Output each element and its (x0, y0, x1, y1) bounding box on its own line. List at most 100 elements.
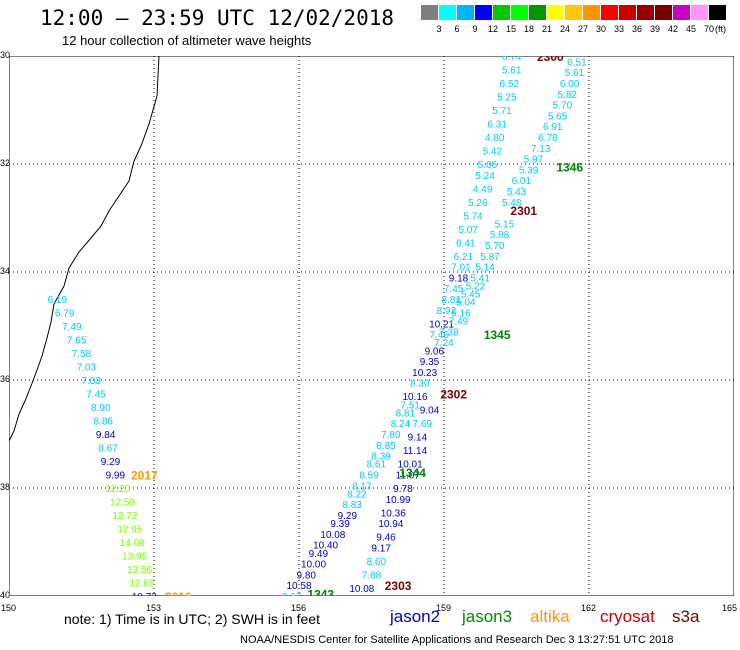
wave-height-value: 13.95 (122, 552, 147, 563)
wave-height-value: 10.23 (412, 368, 437, 379)
wave-height-value: 9.78 (393, 484, 413, 495)
wave-height-value: 6.78 (538, 133, 558, 144)
wave-height-value: 7.51 (400, 400, 420, 411)
wave-height-value: 5.48 (502, 198, 522, 209)
legend-label: 42 (667, 24, 678, 34)
map-subtitle: 12 hour collection of altimeter wave hei… (62, 33, 312, 48)
satellite-label-altika: altika (530, 607, 570, 626)
wave-height-value: 7.01 (451, 263, 471, 274)
legend-label: 30 (595, 24, 606, 34)
wave-height-value: 6.01 (512, 176, 532, 187)
wave-height-value: 8.85 (376, 441, 396, 452)
satellite-label-cryosat: cryosat (600, 607, 655, 626)
y-tick-label: 34 (0, 266, 11, 276)
pass-time-label: 1346 (556, 161, 583, 175)
pass-time-label: 2301 (510, 204, 537, 218)
wave-height-value: 8.67 (98, 444, 118, 455)
wave-height-value: 5.15 (495, 219, 515, 230)
wave-height-value: 5.88 (490, 230, 510, 241)
wave-height-value: 5.41 (471, 273, 491, 284)
wave-height-value: 8.59 (359, 471, 379, 482)
legend-unit: (ft) (715, 24, 726, 34)
legend-label: 45 (685, 24, 696, 34)
wave-height-value: 6.00 (560, 79, 580, 90)
wave-height-value: 10.58 (286, 581, 311, 592)
wave-height-value: 8.81 (442, 295, 462, 306)
wave-height-value: 10.16 (402, 392, 427, 403)
wave-height-value: 7.46 (429, 330, 449, 341)
pass-time-label: 2300 (537, 56, 564, 64)
wave-height-value: 9.46 (376, 533, 396, 544)
wave-height-value: 9.04 (420, 406, 440, 417)
wave-height-value: 10.36 (381, 508, 406, 519)
wave-height-value: 12.65 (129, 579, 154, 590)
wave-height-value: 5.16 (451, 309, 471, 320)
legend-label: 15 (505, 24, 516, 34)
wave-height-points: 6.74 5.61 6.52 5.25 5.71 6.31 4.80 5.42 5.065.24… (48, 52, 587, 603)
wave-height-value: 9.84 (96, 430, 116, 441)
legend-label: 9 (472, 24, 478, 34)
y-tick-label: 36 (0, 374, 11, 384)
satellite-label-jason2: jason2 (390, 607, 441, 626)
wave-height-value: 6.41 (456, 238, 476, 249)
gridlines (9, 56, 734, 596)
wave-height-value: 8.86 (94, 417, 114, 428)
wave-height-value: 5.82 (558, 90, 578, 101)
wave-height-value: 9.29 (338, 511, 358, 522)
wave-height-value: 6.31 (487, 120, 507, 131)
wave-height-value: 8.61 (367, 460, 387, 471)
wave-height-value: 6.52 (500, 79, 520, 90)
legend-swatch (691, 5, 708, 20)
wave-height-value: 6.74 (502, 56, 522, 63)
legend-swatch (511, 5, 528, 20)
wave-height-value: 5.97 (524, 155, 544, 166)
legend-label: 3 (436, 24, 442, 34)
wave-height-value: 11.14 (403, 446, 428, 457)
wave-height-value: 9.35 (420, 357, 440, 368)
legend-label: 18 (523, 24, 534, 34)
wave-height-value: 7.69 (413, 419, 433, 430)
satellite-label-jason3: jason3 (462, 607, 513, 626)
wave-height-value: 9.39 (330, 519, 350, 530)
legend-swatch (421, 5, 438, 20)
wave-height-value: 13.56 (127, 565, 152, 576)
wave-height-value: 6.79 (55, 309, 75, 320)
legend-swatch (655, 5, 672, 20)
wave-height-value: 10.94 (378, 519, 403, 530)
wave-height-value: 10.21 (429, 319, 454, 330)
wave-height-value: 6.21 (454, 252, 474, 263)
legend-swatch (439, 5, 456, 20)
y-tick-label: 32 (0, 158, 11, 168)
wave-height-value: 8.17 (352, 481, 372, 492)
wave-height-value: 5.26 (468, 198, 488, 209)
wave-height-value: 8.67 (282, 592, 302, 596)
wave-height-value: 10.72 (132, 592, 157, 596)
wave-height-value: 10.99 (386, 495, 411, 506)
wave-height-value: 5.39 (519, 165, 539, 176)
x-tick-label: 159 (436, 603, 452, 613)
wave-height-value: 10.08 (349, 584, 374, 595)
wave-height-value: 10.01 (398, 460, 423, 471)
legend-swatch (475, 5, 492, 20)
wave-height-value: 4.49 (473, 184, 493, 195)
x-tick-label: 153 (146, 603, 162, 613)
wave-height-value: 8.83 (342, 500, 362, 511)
wave-height-value: 14.08 (120, 538, 145, 549)
wave-height-value: 5.24 (475, 171, 495, 182)
wave-height-value: 8.24 (391, 419, 411, 430)
wave-height-value: 7.45 (86, 390, 106, 401)
wave-height-value: 9.29 (101, 457, 121, 468)
x-tick-label: 150 (1, 603, 17, 613)
legend-swatch (493, 5, 510, 20)
wave-height-value: 12.95 (117, 525, 142, 536)
wave-height-value: 9.18 (449, 273, 469, 284)
wave-height-value: 10.08 (320, 530, 345, 541)
x-tick-label: 156 (291, 603, 307, 613)
wave-height-value: 9.99 (106, 471, 126, 482)
legend-label: 70 (703, 24, 714, 34)
legend-label: 6 (454, 24, 460, 34)
wave-height-value: 7.68 (362, 570, 382, 581)
legend-swatch (547, 5, 564, 20)
wave-height-value: 8.60 (367, 557, 387, 568)
wave-height-value: 7.49 (62, 322, 82, 333)
